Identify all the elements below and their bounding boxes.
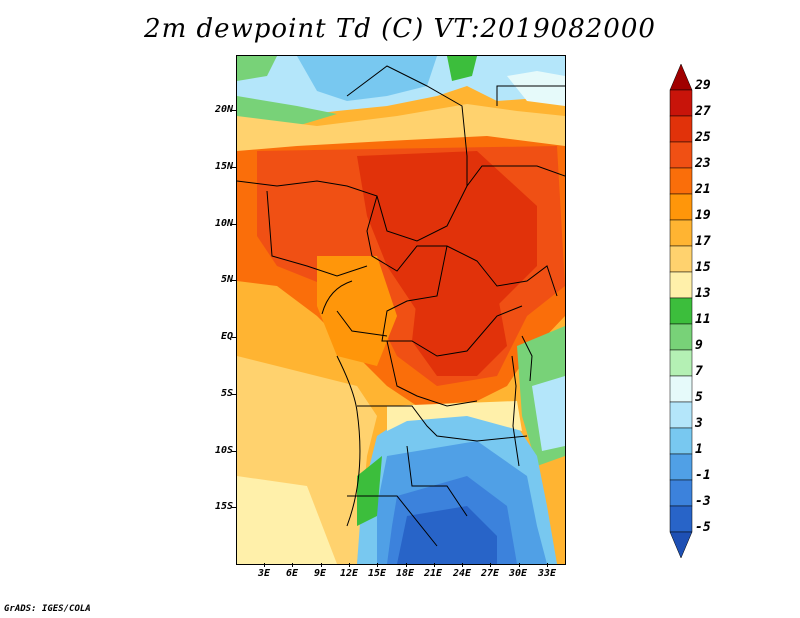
colorbar-segment — [669, 193, 693, 221]
colorbar-segment — [669, 89, 693, 117]
lon-label-12e: 12E — [339, 568, 359, 579]
colorbar-segment — [669, 219, 693, 247]
colorbar-label: 7 — [695, 364, 703, 379]
colorbar-segment — [669, 141, 693, 169]
colorbar-label: 27 — [695, 104, 711, 119]
lat-label-20n: 20N — [214, 104, 233, 115]
lat-label-10s: 10S — [214, 445, 233, 456]
colorbar-label: -1 — [695, 468, 711, 483]
colorbar-segment — [669, 375, 693, 403]
colorbar-label: 25 — [695, 130, 711, 145]
lon-tick — [264, 563, 265, 567]
grads-credit: GrADS: IGES/COLA — [4, 604, 91, 614]
colorbar-segment — [669, 401, 693, 429]
colorbar-label: 29 — [695, 78, 711, 93]
lon-tick — [434, 563, 435, 567]
colorbar-label: 5 — [695, 390, 703, 405]
lon-tick — [519, 563, 520, 567]
lat-tick — [232, 167, 236, 168]
lat-label-5s: 5S — [220, 388, 233, 399]
lat-tick — [232, 110, 236, 111]
lon-tick — [547, 563, 548, 567]
lon-label-21e: 21E — [423, 568, 443, 579]
lon-tick — [349, 563, 350, 567]
lon-label-27e: 27E — [480, 568, 500, 579]
colorbar-segment — [669, 427, 693, 455]
colorbar-segment — [669, 245, 693, 273]
lat-label-eq: EQ — [220, 331, 233, 342]
colorbar-segment — [669, 323, 693, 351]
lat-label-15n: 15N — [214, 161, 233, 172]
lat-tick — [232, 394, 236, 395]
lat-label-5n: 5N — [220, 274, 233, 285]
colorbar-segment — [669, 479, 693, 507]
colorbar-segment — [669, 297, 693, 325]
lon-tick — [377, 563, 378, 567]
lat-tick — [232, 224, 236, 225]
colorbar-label: 21 — [695, 182, 711, 197]
lon-label-24e: 24E — [452, 568, 472, 579]
colorbar-segment — [669, 63, 693, 91]
lat-label-10n: 10N — [214, 218, 233, 229]
lat-tick — [232, 507, 236, 508]
colorbar-label: 3 — [695, 416, 703, 431]
colorbar-label: 15 — [695, 260, 711, 275]
lon-tick — [490, 563, 491, 567]
colorbar-label: 13 — [695, 286, 711, 301]
colorbar-label: -3 — [695, 494, 711, 509]
colorbar-segment — [669, 115, 693, 143]
lat-label-15s: 15S — [214, 501, 233, 512]
lat-tick — [232, 337, 236, 338]
colorbar-label: 19 — [695, 208, 711, 223]
lat-tick — [232, 280, 236, 281]
colorbar-segment — [669, 167, 693, 195]
lon-label-33e: 33E — [537, 568, 557, 579]
lon-label-18e: 18E — [395, 568, 415, 579]
lon-label-6e: 6E — [285, 568, 299, 579]
lon-label-3e: 3E — [257, 568, 271, 579]
colorbar — [669, 63, 693, 559]
colorbar-label: 23 — [695, 156, 711, 171]
lon-tick — [462, 563, 463, 567]
colorbar-segment — [669, 349, 693, 377]
colorbar-label: 1 — [695, 442, 703, 457]
lon-tick — [292, 563, 293, 567]
dewpoint-field — [237, 56, 565, 564]
colorbar-label: 11 — [695, 312, 711, 327]
lon-label-9e: 9E — [313, 568, 327, 579]
lon-tick — [321, 563, 322, 567]
lon-tick — [406, 563, 407, 567]
colorbar-label: 17 — [695, 234, 711, 249]
colorbar-label: -5 — [695, 520, 711, 535]
colorbar-label: 9 — [695, 338, 703, 353]
dewpoint-map — [236, 55, 566, 565]
lon-label-30e: 30E — [508, 568, 528, 579]
lon-label-15e: 15E — [367, 568, 387, 579]
lat-tick — [232, 451, 236, 452]
map-title: 2m dewpoint Td (C) VT:2019082000 — [144, 14, 656, 44]
colorbar-segment — [669, 531, 693, 559]
colorbar-segment — [669, 505, 693, 533]
colorbar-segment — [669, 453, 693, 481]
colorbar-segment — [669, 271, 693, 299]
